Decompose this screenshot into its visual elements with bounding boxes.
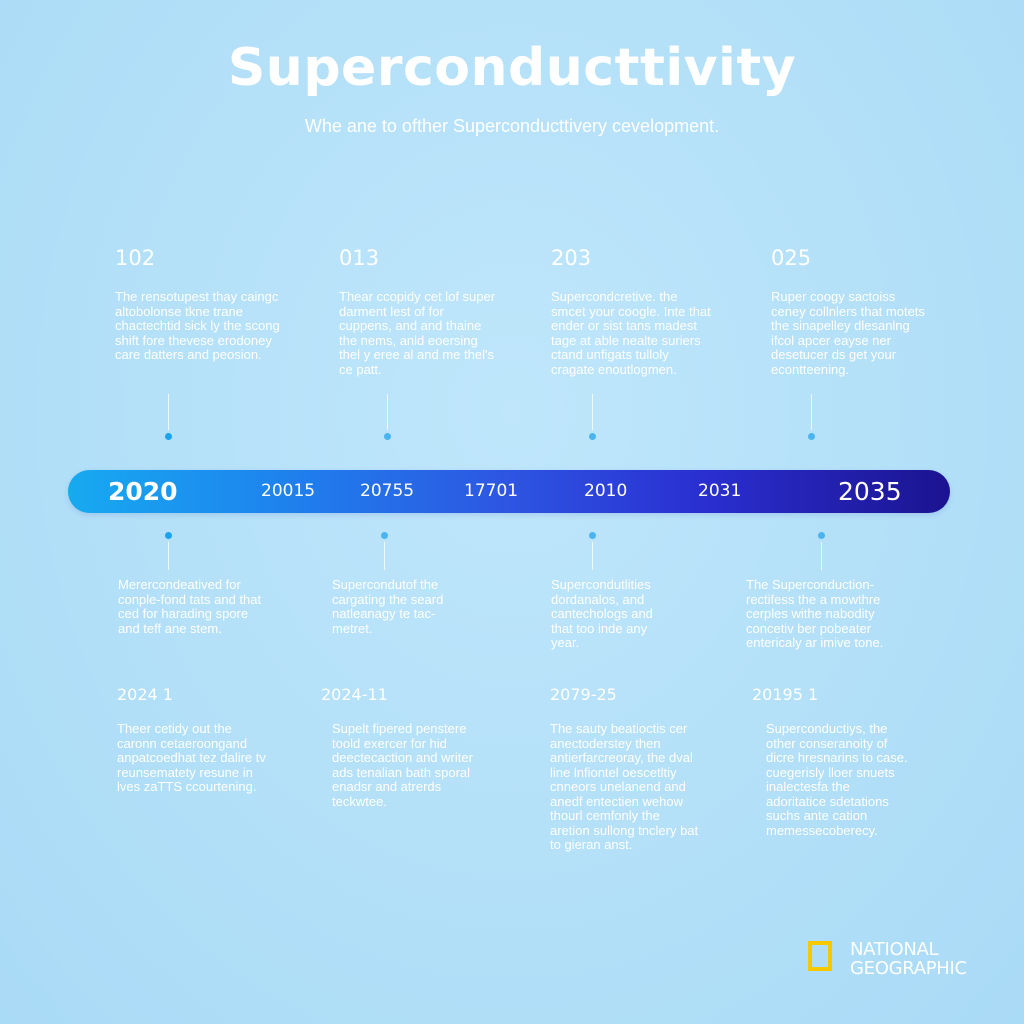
top-event-year: 102 (115, 246, 156, 270)
top-event-4: 025 Ruper coogy sactoiss ceney collnlers… (771, 246, 961, 377)
timeline-label: 20755 (360, 481, 415, 501)
bottom-connector-line (384, 542, 385, 570)
bottom-event-text: Supercondutlities dordanalos, and cantec… (551, 577, 653, 650)
top-event-text: Supercondcretive. the smcet your coogle.… (551, 289, 711, 377)
top-event-text: The rensotupest thay caingc altobolonse … (115, 289, 280, 362)
lower-event-4: 20195 1 Superconductiys, the other conse… (752, 685, 942, 838)
bottom-event-text: Supercondutof the cargating the seard na… (332, 577, 444, 636)
lower-event-text: Superconductiys, the other conseranoity … (766, 721, 908, 838)
bottom-connector-dot (589, 532, 596, 539)
lower-event-text: The sauty beatioctis cer anectoderstey t… (550, 721, 699, 852)
bottom-event-text: The Superconduction-rectifess the a mowt… (746, 577, 884, 650)
bottom-connector-line (821, 542, 822, 570)
bottom-connector-dot (381, 532, 388, 539)
timeline-label: 20015 (261, 481, 316, 501)
top-event-1: 102 The rensotupest thay caingc altobolo… (115, 246, 305, 363)
top-event-text: Ruper coogy sactoiss ceney collnlers tha… (771, 289, 925, 377)
timeline-label: 2031 (698, 481, 742, 501)
lower-event-year: 2079-25 (550, 685, 617, 704)
yellow-frame-icon (808, 941, 832, 971)
top-connector-dot (165, 433, 172, 440)
bottom-connector-dot (165, 532, 172, 539)
top-event-year: 025 (771, 246, 812, 270)
top-connector-dot (384, 433, 391, 440)
lower-event-text: Supelt fipered penstere toold exercer fo… (332, 721, 473, 809)
logo-line-2: GEOGRAPHIC (850, 958, 967, 979)
logo-text: NATIONAL GEOGRAPHIC (850, 940, 967, 978)
lower-event-text: Theer cetidy out the caronn cetaeroongan… (117, 721, 266, 794)
top-event-3: 203 Supercondcretive. the smcet your coo… (551, 246, 741, 377)
lower-event-year: 20195 1 (752, 685, 819, 704)
top-event-year: 203 (551, 246, 592, 270)
top-event-2: 013 Thear ccopidy cet lof super darment … (339, 246, 529, 377)
lower-event-year: 2024-11 (321, 685, 388, 704)
bottom-connector-line (168, 542, 169, 570)
timeline-start-label: 2020 (108, 477, 178, 506)
timeline-label: 17701 (464, 481, 519, 501)
lower-event-1: 2024 1 Theer cetidy out the caronn cetae… (117, 685, 307, 795)
timeline-label: 2010 (584, 481, 628, 501)
page-subtitle: Whe ane to ofther Superconducttivery cev… (304, 116, 720, 136)
top-connector-dot (589, 433, 596, 440)
top-event-year: 013 (339, 246, 380, 270)
lower-event-year: 2024 1 (117, 685, 173, 704)
bottom-event-1: Merercondeatived for conple-fond tats an… (118, 577, 308, 636)
bottom-event-4: The Superconduction-rectifess the a mowt… (746, 577, 936, 651)
logo-line-1: NATIONAL (850, 939, 939, 960)
lower-event-2: 2024-11 Supelt fipered penstere toold ex… (321, 685, 511, 809)
lower-event-3: 2079-25 The sauty beatioctis cer anectod… (550, 685, 740, 853)
bottom-event-2: Supercondutof the cargating the seard na… (332, 577, 522, 636)
top-connector-line (387, 394, 388, 430)
top-connector-line (592, 394, 593, 430)
timeline-end-label: 2035 (838, 477, 902, 506)
page-title: Superconducttivity (227, 38, 797, 98)
bottom-connector-line (592, 542, 593, 570)
top-connector-dot (808, 433, 815, 440)
top-event-text: Thear ccopidy cet lof super darment lest… (339, 289, 496, 377)
bottom-event-3: Supercondutlities dordanalos, and cantec… (551, 577, 741, 651)
bottom-event-text: Merercondeatived for conple-fond tats an… (118, 577, 262, 636)
timeline-bar: 2020 20015 20755 17701 2010 2031 2035 (68, 470, 950, 513)
bottom-connector-dot (818, 532, 825, 539)
top-connector-line (168, 394, 169, 430)
national-geographic-logo: NATIONAL GEOGRAPHIC (808, 940, 988, 980)
top-connector-line (811, 394, 812, 430)
